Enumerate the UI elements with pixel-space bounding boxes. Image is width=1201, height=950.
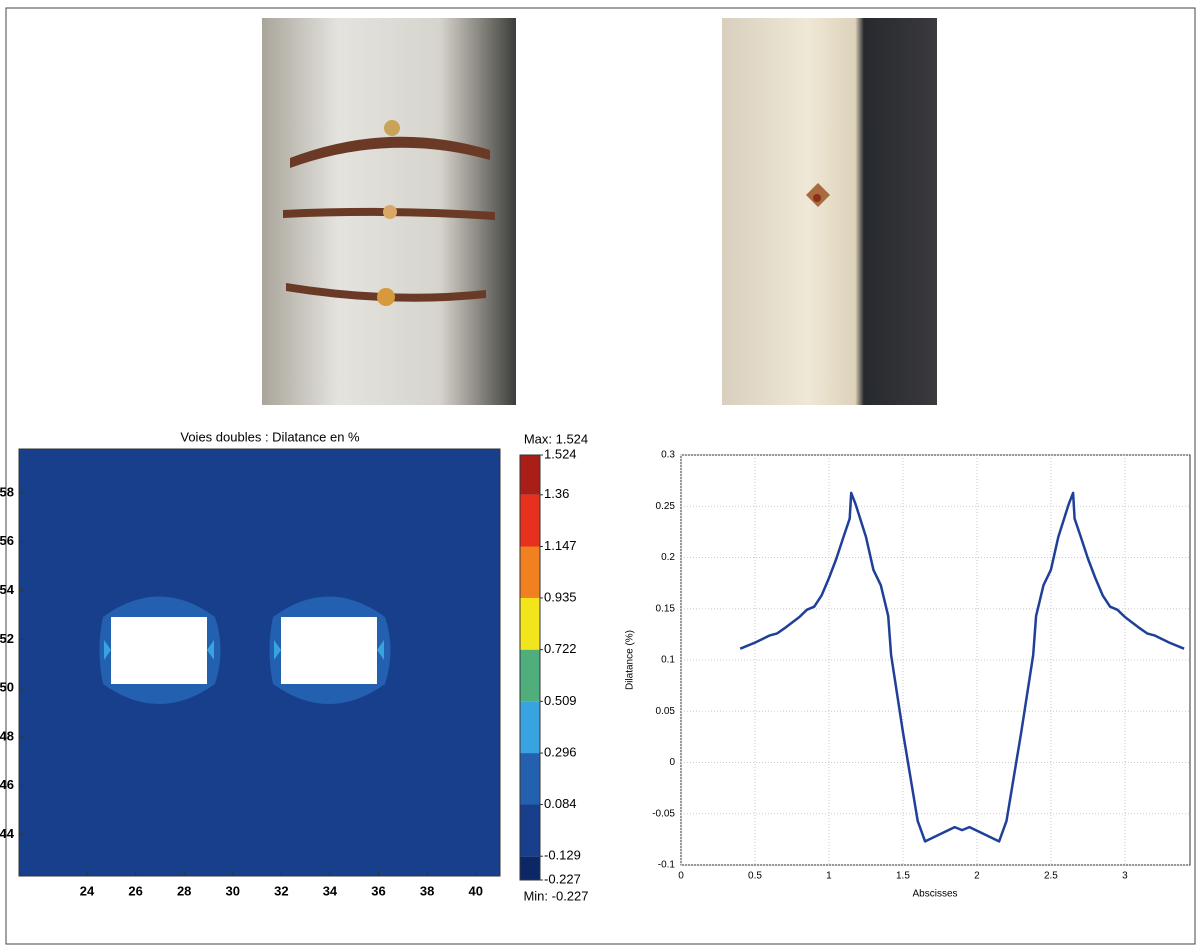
colorbar-band [520,701,540,754]
x-tick-label: 3 [1122,871,1128,882]
plot-frame [18,448,501,877]
x-tick-label: 36 [371,883,385,898]
x-tick-label: 34 [323,883,338,898]
y-tick-label: 50 [0,680,14,695]
y-tick-label: 58 [0,484,14,499]
contour-zone [377,640,384,660]
colorbar-tick-label: 0.722 [544,641,577,656]
colorbar-tick-label: 1.36 [544,486,569,501]
x-tick-label: 28 [177,883,191,898]
colorbar-band [520,494,540,547]
y-tick-label: 0.05 [656,706,676,717]
x-tick-label: 38 [420,883,434,898]
max-label: Max: 1.524 [524,431,588,446]
colorbar-tick-label: 1.524 [544,446,577,461]
colorbar-tick-label: 1.147 [544,538,577,553]
photo-pillar-plain [722,18,937,405]
contour-chart: Voies doubles : Dilatance en % Max: 1.52… [0,429,589,903]
opening [111,617,207,684]
frame [5,7,1196,945]
colorbar-tick-label: 0.296 [544,744,577,759]
min-label: Min: -0.227 [523,888,588,903]
y-tick-label: 54 [0,582,15,597]
colorbar-tick-label: 0.084 [544,796,577,811]
y-tick-label: 0 [669,757,675,768]
colorbar-frame [519,454,541,881]
y-tick-label: 56 [0,533,14,548]
chart-title: Voies doubles : Dilatance en % [180,429,360,444]
colorbar-band [520,649,540,702]
y-tick-label: 48 [0,728,14,743]
y-tick-label: 46 [0,777,14,792]
contour-background [19,449,500,876]
y-axis-label: Dilatance (%) [625,630,636,690]
x-tick-label: 24 [80,883,95,898]
y-tick-label: 0.3 [661,450,675,461]
x-tick-label: 32 [274,883,288,898]
y-tick-label: 0.15 [656,603,676,614]
colorbar-tick-label: -0.129 [544,848,581,863]
x-tick-label: 40 [468,883,482,898]
y-tick-label: -0.1 [658,860,676,871]
y-tick-label: 52 [0,631,14,646]
colorbar-band [520,804,540,857]
colorbar-band [520,597,540,650]
x-tick-label: 26 [128,883,142,898]
opening [281,617,377,684]
contour-zone [207,640,214,660]
colorbar-tick-label: 0.509 [544,693,577,708]
x-tick-label: 2 [974,871,980,882]
x-tick-label: 0.5 [748,871,762,882]
colorbar-band [520,753,540,805]
x-axis-label: Abscisses [912,889,957,900]
x-tick-label: 1 [826,871,832,882]
y-tick-label: 0.1 [661,655,675,666]
y-tick-label: -0.05 [652,808,675,819]
x-tick-label: 0 [678,871,684,882]
x-tick-label: 2.5 [1044,871,1058,882]
x-tick-label: 1.5 [896,871,910,882]
line-chart: Abscisses Dilatance (%) 0 0.5 1 1.5 2 2.5 3 -0.… [625,450,1191,900]
contour-zone [104,640,111,660]
colorbar-tick-label: 0.935 [544,589,577,604]
x-tick-label: 30 [226,883,240,898]
y-tick-label: 0.2 [661,552,675,563]
photo-pillar-strapped [262,18,516,405]
colorbar-band [520,856,540,880]
data-line [739,491,1185,843]
contour-zone [274,640,281,660]
colorbar-band [520,455,540,495]
colorbar-band [520,546,540,598]
y-tick-label: 0.25 [656,501,676,512]
y-tick-label: 44 [0,826,15,841]
colorbar-tick-label: -0.227 [544,871,581,886]
